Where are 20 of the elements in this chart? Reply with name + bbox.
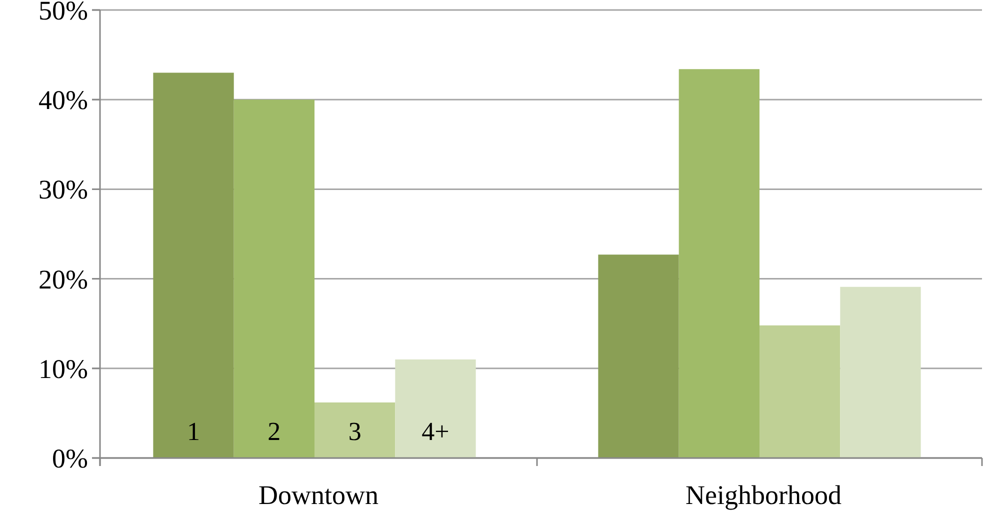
y-tick-label: 30% — [38, 174, 88, 205]
series-label: 2 — [268, 417, 281, 446]
x-tick-label: Neighborhood — [686, 480, 842, 510]
x-tick-label: Downtown — [258, 480, 379, 510]
bar — [234, 100, 314, 458]
y-tick-label: 10% — [38, 354, 88, 384]
y-tick-label: 20% — [38, 264, 88, 294]
bar — [840, 286, 921, 458]
bar — [760, 325, 840, 458]
series-label: 3 — [348, 417, 362, 446]
series-label: 1 — [187, 417, 200, 446]
y-tick-label: 50% — [38, 0, 88, 26]
bar — [314, 402, 396, 458]
bar — [678, 69, 760, 458]
bar — [395, 359, 476, 458]
bar — [153, 72, 234, 458]
series-label: 4+ — [422, 417, 450, 446]
y-tick-label: 40% — [38, 85, 88, 116]
y-tick-label: 0% — [52, 443, 88, 474]
bar — [598, 254, 679, 458]
